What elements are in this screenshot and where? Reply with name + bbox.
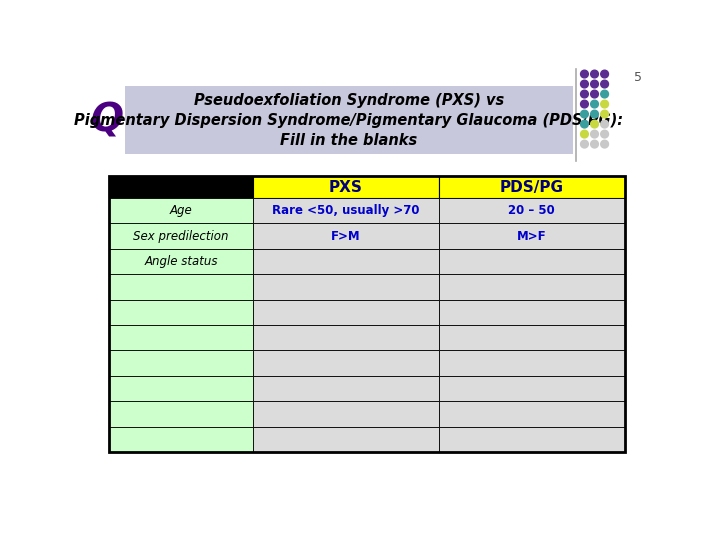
FancyBboxPatch shape	[109, 401, 253, 427]
FancyBboxPatch shape	[438, 198, 625, 224]
Text: Age: Age	[170, 204, 192, 217]
Circle shape	[580, 130, 588, 138]
FancyBboxPatch shape	[253, 350, 438, 376]
Text: Q: Q	[91, 101, 124, 139]
FancyBboxPatch shape	[438, 427, 625, 452]
FancyBboxPatch shape	[109, 376, 253, 401]
Circle shape	[590, 120, 598, 128]
Text: Fill in the blanks: Fill in the blanks	[280, 133, 418, 148]
Circle shape	[590, 110, 598, 118]
FancyBboxPatch shape	[438, 376, 625, 401]
FancyBboxPatch shape	[109, 350, 253, 376]
Circle shape	[600, 110, 608, 118]
Circle shape	[580, 90, 588, 98]
Circle shape	[590, 90, 598, 98]
FancyBboxPatch shape	[438, 325, 625, 350]
FancyBboxPatch shape	[253, 401, 438, 427]
FancyBboxPatch shape	[438, 401, 625, 427]
Text: 5: 5	[634, 71, 642, 84]
Circle shape	[580, 110, 588, 118]
Circle shape	[590, 100, 598, 108]
Text: F>M: F>M	[331, 230, 361, 242]
FancyBboxPatch shape	[438, 224, 625, 249]
Circle shape	[600, 80, 608, 88]
Circle shape	[580, 80, 588, 88]
Text: Pseudoexfoliation Syndrome (PXS) vs: Pseudoexfoliation Syndrome (PXS) vs	[194, 93, 504, 107]
FancyBboxPatch shape	[109, 274, 253, 300]
Text: Pigmentary Dispersion Syndrome/Pigmentary Glaucoma (PDS/PG):: Pigmentary Dispersion Syndrome/Pigmentar…	[74, 113, 624, 128]
Circle shape	[600, 100, 608, 108]
Circle shape	[580, 120, 588, 128]
Text: PXS: PXS	[329, 180, 363, 195]
FancyBboxPatch shape	[109, 427, 253, 452]
Circle shape	[590, 80, 598, 88]
FancyBboxPatch shape	[253, 249, 438, 274]
FancyBboxPatch shape	[438, 350, 625, 376]
Circle shape	[580, 140, 588, 148]
Text: Sex predilection: Sex predilection	[133, 230, 229, 242]
FancyBboxPatch shape	[253, 198, 438, 224]
FancyBboxPatch shape	[253, 376, 438, 401]
FancyBboxPatch shape	[438, 300, 625, 325]
Circle shape	[600, 130, 608, 138]
FancyBboxPatch shape	[253, 427, 438, 452]
FancyBboxPatch shape	[438, 249, 625, 274]
FancyBboxPatch shape	[125, 86, 573, 154]
FancyBboxPatch shape	[109, 325, 253, 350]
Circle shape	[580, 70, 588, 78]
Circle shape	[600, 90, 608, 98]
FancyBboxPatch shape	[109, 300, 253, 325]
FancyBboxPatch shape	[109, 224, 253, 249]
FancyBboxPatch shape	[109, 177, 253, 198]
Circle shape	[600, 120, 608, 128]
Circle shape	[580, 100, 588, 108]
Circle shape	[590, 70, 598, 78]
Text: Rare <50, usually >70: Rare <50, usually >70	[272, 204, 420, 217]
FancyBboxPatch shape	[253, 177, 438, 198]
FancyBboxPatch shape	[109, 249, 253, 274]
Circle shape	[590, 140, 598, 148]
Circle shape	[600, 140, 608, 148]
Text: M>F: M>F	[517, 230, 546, 242]
Circle shape	[600, 70, 608, 78]
FancyBboxPatch shape	[253, 224, 438, 249]
FancyBboxPatch shape	[109, 198, 253, 224]
Circle shape	[590, 130, 598, 138]
FancyBboxPatch shape	[253, 300, 438, 325]
Text: Angle status: Angle status	[144, 255, 218, 268]
FancyBboxPatch shape	[438, 274, 625, 300]
FancyBboxPatch shape	[438, 177, 625, 198]
Text: PDS/PG: PDS/PG	[500, 180, 564, 195]
FancyBboxPatch shape	[253, 274, 438, 300]
Text: 20 – 50: 20 – 50	[508, 204, 555, 217]
FancyBboxPatch shape	[253, 325, 438, 350]
